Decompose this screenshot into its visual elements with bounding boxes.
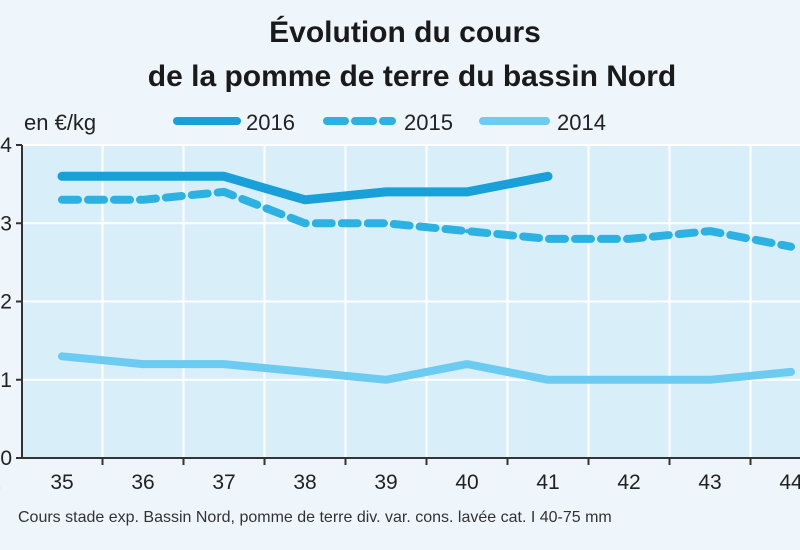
legend-label-2014: 2014 (557, 110, 606, 135)
data-point-2014 (465, 362, 469, 367)
x-tick-label: 35 (50, 471, 73, 494)
data-point-2014 (708, 377, 712, 382)
x-tick-label: 36 (131, 471, 154, 494)
x-tick-label: 42 (617, 471, 640, 494)
data-point-2014 (222, 362, 226, 367)
data-point-2015 (60, 197, 64, 202)
x-tick-label: 41 (536, 471, 559, 494)
y-tick-label: 0,4 (0, 134, 12, 157)
y-tick-label: 0 (0, 447, 12, 470)
x-tick-label: 38 (293, 471, 316, 494)
chart-title-line-2: de la pomme de terre du bassin Nord (148, 60, 676, 93)
axis-ticks: 0 0,1 0,2 0,3 0,4 35 36 37 38 39 40 41 42 43 44 Sem. (0, 134, 800, 494)
series-lines (57, 171, 795, 384)
data-point-2016 (222, 174, 226, 179)
y-tick-label: 0,1 (0, 369, 12, 392)
series-line-2014 (58, 352, 795, 384)
legend-label-2015: 2015 (404, 110, 453, 135)
y-axis-unit-label: en €/kg (24, 110, 96, 135)
data-point-2014 (141, 362, 145, 367)
data-point-2014 (546, 377, 550, 382)
legend-label-2016: 2016 (246, 110, 295, 135)
data-point-2015 (465, 229, 469, 234)
data-point-2015 (384, 221, 388, 226)
chart-title-line-1: Évolution du cours (269, 15, 541, 49)
chart-caption: Cours stade exp. Bassin Nord, pomme de t… (18, 509, 612, 526)
data-point-2014 (60, 354, 64, 359)
x-tick-label: 40 (455, 471, 478, 494)
y-tick-label: 0,3 (0, 212, 12, 235)
data-point-2016 (546, 174, 550, 179)
x-tick-label: 44 (779, 471, 800, 494)
series-line-2015 (58, 187, 795, 251)
x-tick-label: 39 (374, 471, 397, 494)
data-point-2014 (627, 377, 631, 382)
data-point-2016 (384, 189, 388, 194)
data-point-2016 (141, 174, 145, 179)
data-point-2015 (789, 244, 793, 249)
data-point-2016 (303, 197, 307, 202)
data-point-2015 (627, 236, 631, 241)
data-point-2015 (303, 221, 307, 226)
data-point-2015 (141, 197, 145, 202)
data-point-2015 (546, 236, 550, 241)
x-tick-label: 43 (698, 471, 721, 494)
data-point-2016 (60, 174, 64, 179)
data-point-2014 (303, 369, 307, 374)
data-point-2016 (465, 189, 469, 194)
data-point-2015 (708, 229, 712, 234)
x-axis-prefix-label: Sem. (0, 471, 2, 494)
legend: 2016 2015 2014 (173, 110, 606, 135)
data-point-2014 (789, 369, 793, 374)
data-point-2014 (384, 377, 388, 382)
x-tick-label: 37 (212, 471, 235, 494)
y-tick-label: 0,2 (0, 291, 12, 314)
data-point-2015 (222, 189, 226, 194)
